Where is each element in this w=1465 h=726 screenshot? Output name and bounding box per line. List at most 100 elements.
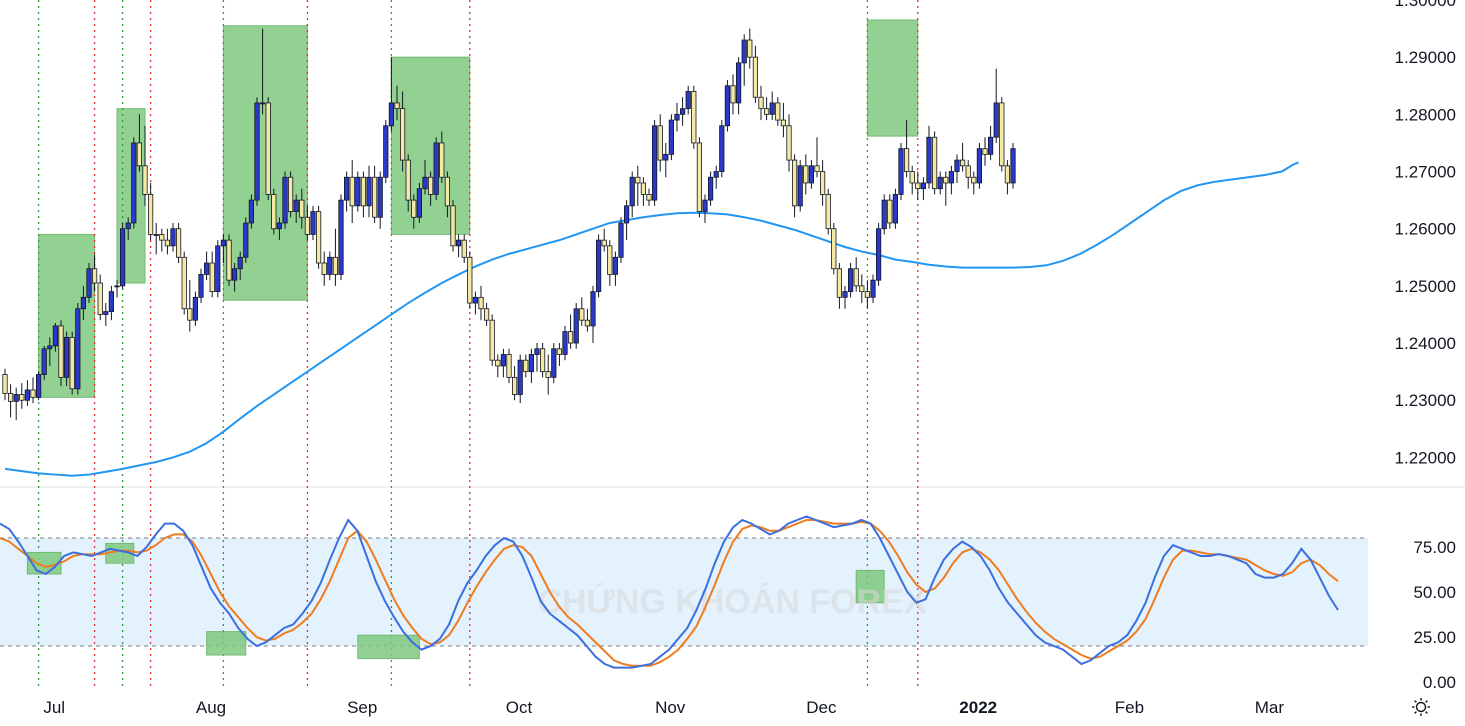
candle [876,222,882,286]
candle [450,200,456,252]
candle-body [500,354,507,367]
candle [64,331,70,386]
axis-icons[interactable] [1412,698,1430,716]
candle [495,354,501,378]
candle [954,154,960,183]
highlight-zone [866,19,919,137]
candle-body [467,256,473,304]
candle [243,217,249,264]
candle-body [612,256,619,275]
candle [226,234,232,286]
candle-body [2,374,8,394]
candle-body [321,262,327,275]
candle [545,354,551,395]
candle [881,194,887,235]
candle-body [338,199,344,275]
candle-body [310,211,316,235]
candle [1010,142,1016,189]
candle [523,354,529,378]
osc-tick-label: 25.00 [1413,628,1456,647]
candle-body [181,256,187,310]
candle-body [932,136,938,190]
price-tick-label: 1.27000 [1395,163,1456,182]
candle-body [545,371,551,378]
candle-body [792,159,798,207]
candle-body [713,171,719,178]
candle [254,97,260,206]
candle [220,234,226,264]
oscillator-axis[interactable]: 0.00 25.00 50.00 75.00 [1413,538,1456,692]
candle [394,85,400,121]
candle [343,171,350,212]
candle-body [971,176,977,184]
candle [86,263,92,304]
candle-body [209,262,215,293]
candle-body [7,392,14,402]
candle-body [601,239,607,247]
candle-body [394,102,400,110]
candle-body [64,336,70,378]
candle-body [355,176,361,207]
candle [848,263,854,298]
candle-body [708,176,714,201]
candle [674,102,680,132]
candle-body [808,165,815,184]
candle [75,303,81,395]
candle [114,280,120,298]
candle [175,222,182,264]
candle [668,114,675,161]
candle [147,182,154,241]
candle [640,177,647,206]
candle-body [562,331,568,355]
candle-body [439,142,445,178]
candle [512,365,518,401]
candle-body [215,245,221,293]
candle-body [455,239,462,247]
candle [814,137,820,178]
candle [19,383,25,409]
candle [568,314,574,349]
candle-body [159,234,165,241]
time-axis[interactable]: Jul Aug Sep Oct Nov Dec 2022 Feb Mar [43,698,1284,717]
candle [534,343,540,372]
candle [181,251,187,315]
candle-body [24,389,31,401]
candle-body [674,113,680,121]
candle-body [988,136,994,155]
candle-body [472,296,479,304]
candle [976,142,983,189]
candle-body [769,102,775,115]
candle-body [52,325,59,347]
candle [7,384,14,418]
candle-body [41,348,47,375]
candle-body [293,199,299,212]
osc-tick-label: 50.00 [1413,583,1456,602]
candle [108,285,114,321]
sun-icon[interactable] [1412,698,1430,716]
candle [377,171,383,229]
candle [332,228,339,286]
candle-body [377,176,383,218]
candle-body [327,256,333,275]
candle-body [450,205,456,247]
candle-body [399,108,406,161]
candle [601,228,607,252]
candle-body [982,148,988,155]
candle [120,222,126,289]
candle-body [259,102,266,105]
candle-body [820,171,826,195]
candle [2,368,8,401]
price-axis[interactable]: 1.22000 1.23000 1.24000 1.25000 1.26000 1.270… [1395,0,1456,467]
candle-body [915,182,921,190]
candle [685,85,691,115]
candlesticks[interactable] [2,28,1016,421]
candle [259,28,266,115]
candle [808,160,815,189]
candle-body [405,159,411,201]
candle-body [92,268,98,284]
candle [965,160,971,189]
candle-body [780,119,787,127]
candle-body [775,102,781,121]
